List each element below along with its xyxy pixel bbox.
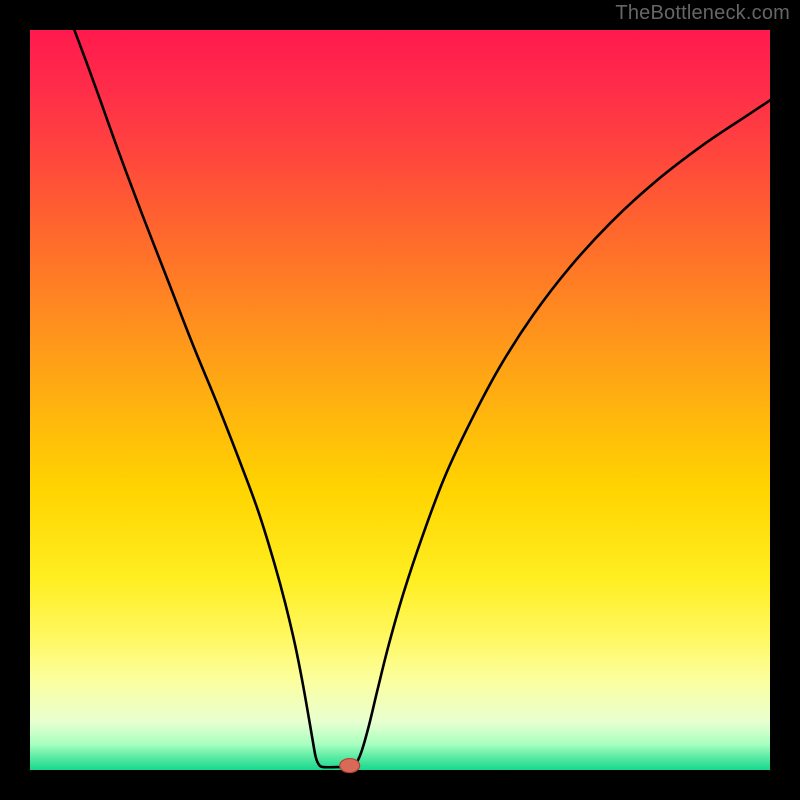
watermark-text: TheBottleneck.com [615,2,790,25]
bottleneck-chart [0,0,800,800]
plot-area [30,30,770,770]
optimum-marker [340,759,360,773]
